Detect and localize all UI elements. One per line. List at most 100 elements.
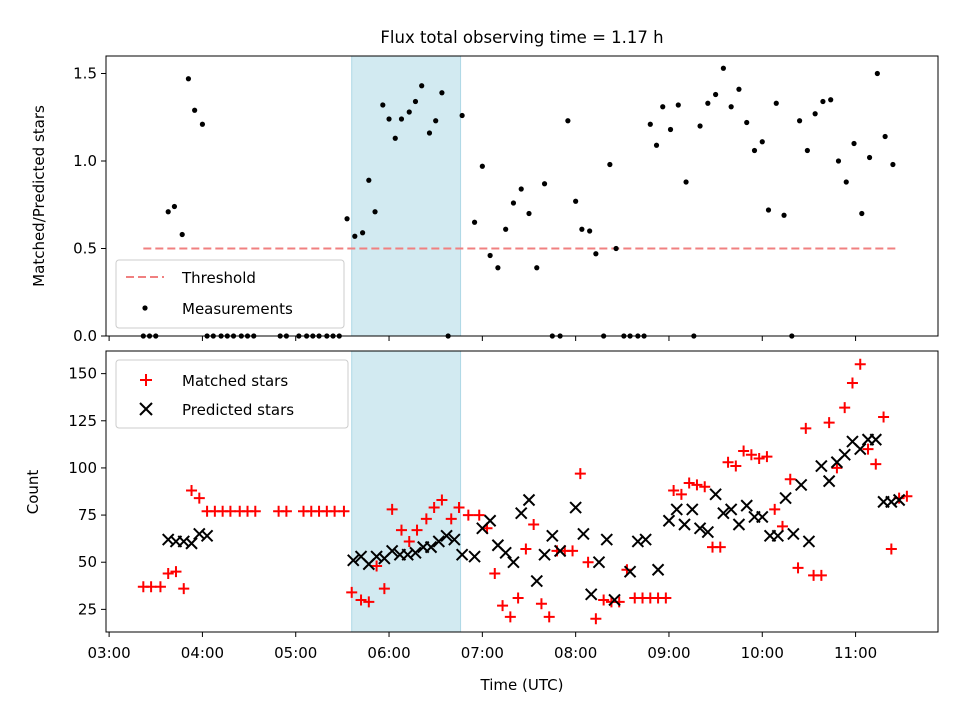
matched-star-point [784, 473, 796, 485]
predicted-star-point [631, 535, 645, 548]
matched-star-point [497, 600, 509, 612]
predicted-star-point [522, 493, 536, 507]
matched-star-point [800, 422, 812, 434]
top-y-tick-label: 0.5 [73, 240, 97, 258]
predicted-star-point [440, 529, 453, 543]
top-legend: Threshold Measurements [115, 259, 345, 329]
matched-star-point [249, 505, 261, 517]
matched-star-point [846, 377, 858, 389]
matched-star-point [590, 613, 602, 625]
matched-star-point [660, 592, 672, 604]
matched-star-point [178, 583, 190, 595]
predicted-star-point [347, 554, 360, 567]
predicted-star-point [787, 527, 800, 541]
measurement-point [667, 126, 674, 133]
measurement-point [866, 154, 873, 161]
measurement-point [759, 139, 765, 145]
predicted-star-point [670, 503, 683, 516]
predicted-star-point [662, 514, 676, 527]
matched-star-point [453, 502, 465, 514]
matched-star-point [535, 598, 547, 610]
matched-star-point [815, 569, 827, 581]
measurement-point [804, 147, 810, 154]
predicted-star-point [651, 563, 665, 576]
measurement-point [165, 209, 171, 215]
measurement-point [439, 90, 445, 96]
measurement-point [419, 83, 425, 89]
measurement-point [372, 209, 378, 215]
predicted-star-point [448, 533, 461, 546]
legend-predicted-label: Predicted stars [182, 401, 294, 419]
measurement-point [843, 179, 849, 185]
matched-star-point [504, 611, 516, 623]
matched-star-point [574, 468, 586, 480]
predicted-star-point [507, 556, 520, 569]
matched-star-point [386, 503, 398, 515]
matched-star-point [355, 594, 367, 606]
predicted-star-point [693, 522, 707, 535]
predicted-star-point [732, 518, 746, 531]
bottom-plot-frame [105, 350, 939, 633]
matched-star-point [186, 485, 198, 497]
matched-star-point [403, 535, 415, 547]
matched-star-point [543, 611, 555, 623]
x-tick-label: 04:00 [181, 644, 224, 662]
measurement-point [796, 118, 803, 124]
bottom-y-tick-label: 100 [68, 459, 97, 477]
bottom-y-tick-label: 25 [78, 600, 97, 618]
bottom-y-tick-label: 125 [68, 412, 97, 430]
measurement-point [660, 104, 666, 110]
matched-star-point [668, 485, 680, 497]
matched-star-point [675, 488, 687, 500]
matched-star-point [170, 566, 182, 578]
matched-star-point [870, 458, 882, 470]
predicted-star-point [193, 527, 206, 541]
measurement-point [479, 163, 485, 169]
predicted-star-point [623, 565, 637, 578]
top-y-tick-label: 1.0 [73, 152, 97, 170]
measurement-point [647, 121, 653, 127]
matched-star-point [745, 449, 757, 461]
measurement-point [859, 210, 865, 217]
predicted-star-point [869, 433, 883, 446]
measurement-point [874, 70, 880, 77]
predicted-star-point [779, 491, 792, 505]
matched-star-point [162, 568, 174, 580]
legend-threshold-label: Threshold [181, 269, 256, 287]
matched-star-point [683, 477, 695, 489]
legend-measurements-label: Measurements [182, 300, 293, 318]
measurement-point [503, 226, 509, 232]
matched-star-point [436, 494, 448, 506]
predicted-star-point [569, 501, 582, 514]
measurement-point [736, 86, 742, 92]
matched-star-point [567, 545, 579, 557]
measurement-point [199, 121, 206, 127]
measurement-point [812, 111, 818, 117]
legend-matched-swatch [140, 374, 152, 386]
matched-star-point [885, 543, 897, 555]
legend-matched-label: Matched stars [182, 372, 288, 390]
predicted-star-point [401, 548, 414, 561]
matched-star-point [338, 505, 350, 517]
matched-star-point [714, 541, 726, 553]
matched-star-point [145, 581, 157, 593]
measurement-point [607, 161, 613, 168]
measurement-point [518, 186, 524, 192]
predicted-star-point [200, 529, 214, 543]
measurement-point [573, 198, 579, 204]
matched-star-point [792, 562, 804, 574]
predicted-star-point [822, 474, 836, 488]
predicted-star-point [185, 537, 198, 550]
matched-star-point [512, 592, 524, 604]
matched-star-point [371, 560, 383, 572]
matched-star-point [411, 524, 423, 536]
predicted-star-point [592, 556, 606, 569]
measurement-point [697, 123, 703, 129]
bottom-y-tick-label: 150 [68, 365, 97, 383]
matched-star-point [420, 513, 432, 525]
measurement-point [433, 118, 439, 124]
measurement-point [179, 231, 185, 238]
matched-star-point [528, 519, 540, 531]
measurement-point [471, 219, 478, 225]
measurement-point [380, 102, 386, 108]
